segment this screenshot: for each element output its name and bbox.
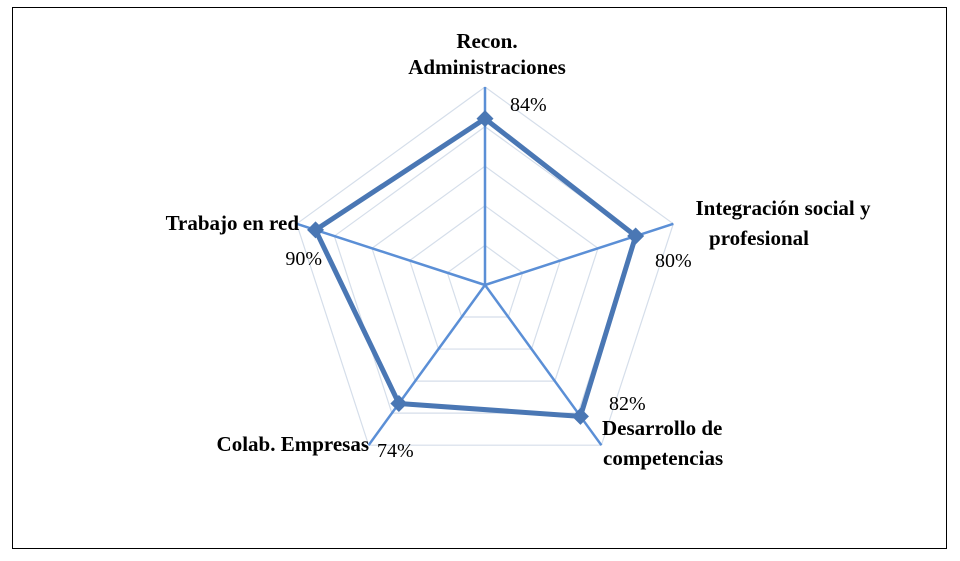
category-label-3-line-0: Colab. Empresas xyxy=(217,432,369,456)
axis-line-1 xyxy=(484,222,674,287)
data-point-1 xyxy=(627,227,645,245)
axis-line-3 xyxy=(367,284,487,446)
value-label-4: 90% xyxy=(285,248,322,270)
grid-ring-2 xyxy=(408,205,562,350)
axis-line-4 xyxy=(296,222,486,287)
radar-series xyxy=(307,110,645,425)
category-label-2-line-0: Desarrollo de xyxy=(602,416,722,440)
category-label-1-line-0: Integración social y xyxy=(696,196,871,220)
value-label-0: 84% xyxy=(510,94,547,116)
radar-grid xyxy=(295,86,675,446)
data-point-0 xyxy=(476,110,494,128)
data-point-2 xyxy=(571,407,589,425)
radar-labels: Recon.Administraciones Integración social… xyxy=(166,29,871,470)
grid-ring-1 xyxy=(446,244,524,318)
grid-ring-3 xyxy=(371,165,599,382)
value-label-2: 82% xyxy=(609,393,646,415)
data-point-3 xyxy=(390,395,408,413)
value-label-3: 74% xyxy=(377,440,414,462)
category-label-4-line-0: Trabajo en red xyxy=(166,211,300,235)
category-label-2-line-1: competencias xyxy=(603,446,723,470)
category-label-1-line-1: profesional xyxy=(709,226,809,250)
value-label-1: 80% xyxy=(655,250,692,272)
grid-ring-5 xyxy=(295,86,675,446)
category-label-0-line-1: Administraciones xyxy=(408,55,566,79)
chart-frame xyxy=(12,7,947,549)
category-label-0-line-0: Recon. xyxy=(456,29,517,53)
series-line xyxy=(313,116,639,419)
data-point-4 xyxy=(307,221,325,239)
radar-axes xyxy=(296,87,674,446)
